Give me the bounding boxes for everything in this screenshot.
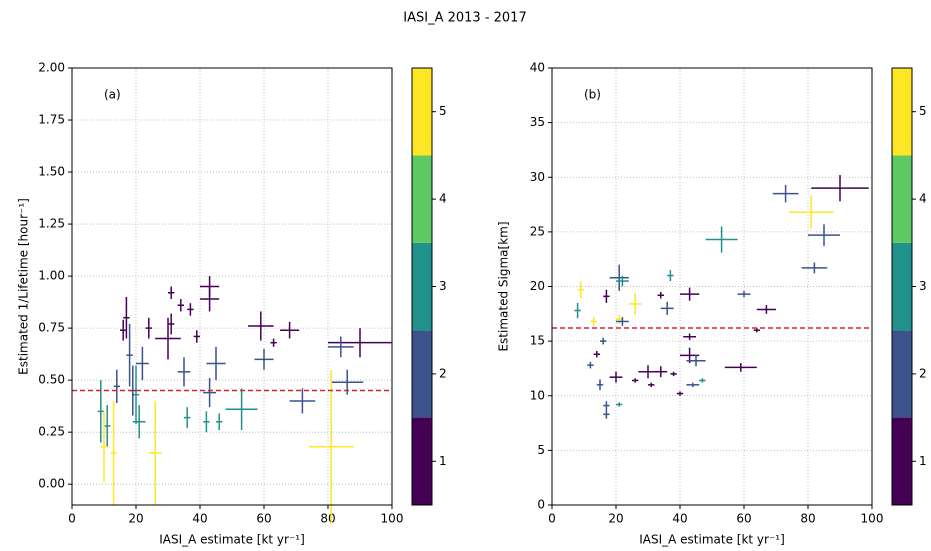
x-tick-label: 40	[192, 512, 207, 526]
x-tick-label: 100	[381, 512, 404, 526]
x-tick-label: 20	[608, 512, 623, 526]
colorbar-segment	[892, 242, 912, 331]
y-tick-label: 10	[530, 388, 545, 402]
y-tick-label: 0.75	[38, 321, 65, 335]
colorbar-tick-label: 3	[919, 279, 927, 293]
y-tick-label: 0.25	[38, 425, 65, 439]
colorbar-segment	[412, 242, 432, 331]
colorbar-tick-label: 4	[439, 192, 447, 206]
plot-frame	[551, 67, 873, 506]
y-tick-label: 1.25	[38, 217, 65, 231]
colorbar-tick-label: 3	[439, 279, 447, 293]
y-tick-label: 0.00	[38, 477, 65, 491]
colorbar-segment	[412, 68, 432, 156]
annotation: (a)	[104, 88, 121, 102]
colorbar-segment	[892, 155, 912, 243]
plot-frame	[71, 67, 393, 506]
colorbar-frame	[891, 67, 913, 506]
colorbar-segment	[412, 330, 432, 418]
colorbar-tick-label: 1	[439, 454, 447, 468]
x-tick-label: 80	[800, 512, 815, 526]
y-tick-label: 30	[530, 170, 545, 184]
colorbar-segment	[412, 417, 432, 505]
colorbar-segment	[892, 68, 912, 156]
y-tick-label: 0	[537, 498, 545, 512]
y-axis-label: Estimated Sigma[km]	[497, 221, 511, 351]
y-tick-label: 35	[530, 115, 545, 129]
x-tick-label: 100	[861, 512, 884, 526]
colorbar-tick-label: 1	[919, 454, 927, 468]
y-tick-label: 40	[530, 61, 545, 75]
y-axis-label: Estimated 1/Lifetime [hour⁻¹]	[17, 198, 31, 375]
y-tick-label: 1.50	[38, 165, 65, 179]
colorbar-tick-label: 2	[919, 366, 927, 380]
colorbar-tick-label: 5	[919, 104, 927, 118]
x-tick-label: 0	[68, 512, 76, 526]
colorbar-tick-label: 2	[439, 366, 447, 380]
y-tick-label: 15	[530, 334, 545, 348]
y-tick-label: 1.00	[38, 269, 65, 283]
x-tick-label: 80	[320, 512, 335, 526]
x-axis-label: IASI_A estimate [kt yr⁻¹]	[159, 533, 305, 547]
x-tick-label: 0	[548, 512, 556, 526]
y-tick-label: 1.75	[38, 113, 65, 127]
x-axis-label: IASI_A estimate [kt yr⁻¹]	[639, 533, 785, 547]
y-tick-label: 25	[530, 224, 545, 238]
y-tick-label: 5	[537, 443, 545, 457]
colorbar-segment	[892, 417, 912, 505]
figure-title: IASI_A 2013 - 2017	[403, 11, 526, 26]
colorbar-tick-label: 5	[439, 104, 447, 118]
y-tick-label: 2.00	[38, 61, 65, 75]
x-tick-label: 60	[256, 512, 271, 526]
colorbar-segment	[892, 330, 912, 418]
y-tick-label: 0.50	[38, 373, 65, 387]
colorbar-tick-label: 4	[919, 192, 927, 206]
annotation: (b)	[584, 88, 601, 102]
x-tick-label: 60	[736, 512, 751, 526]
x-tick-label: 20	[128, 512, 143, 526]
y-tick-label: 20	[530, 279, 545, 293]
colorbar-frame	[411, 67, 433, 506]
colorbar-segment	[412, 155, 432, 243]
x-tick-label: 40	[672, 512, 687, 526]
